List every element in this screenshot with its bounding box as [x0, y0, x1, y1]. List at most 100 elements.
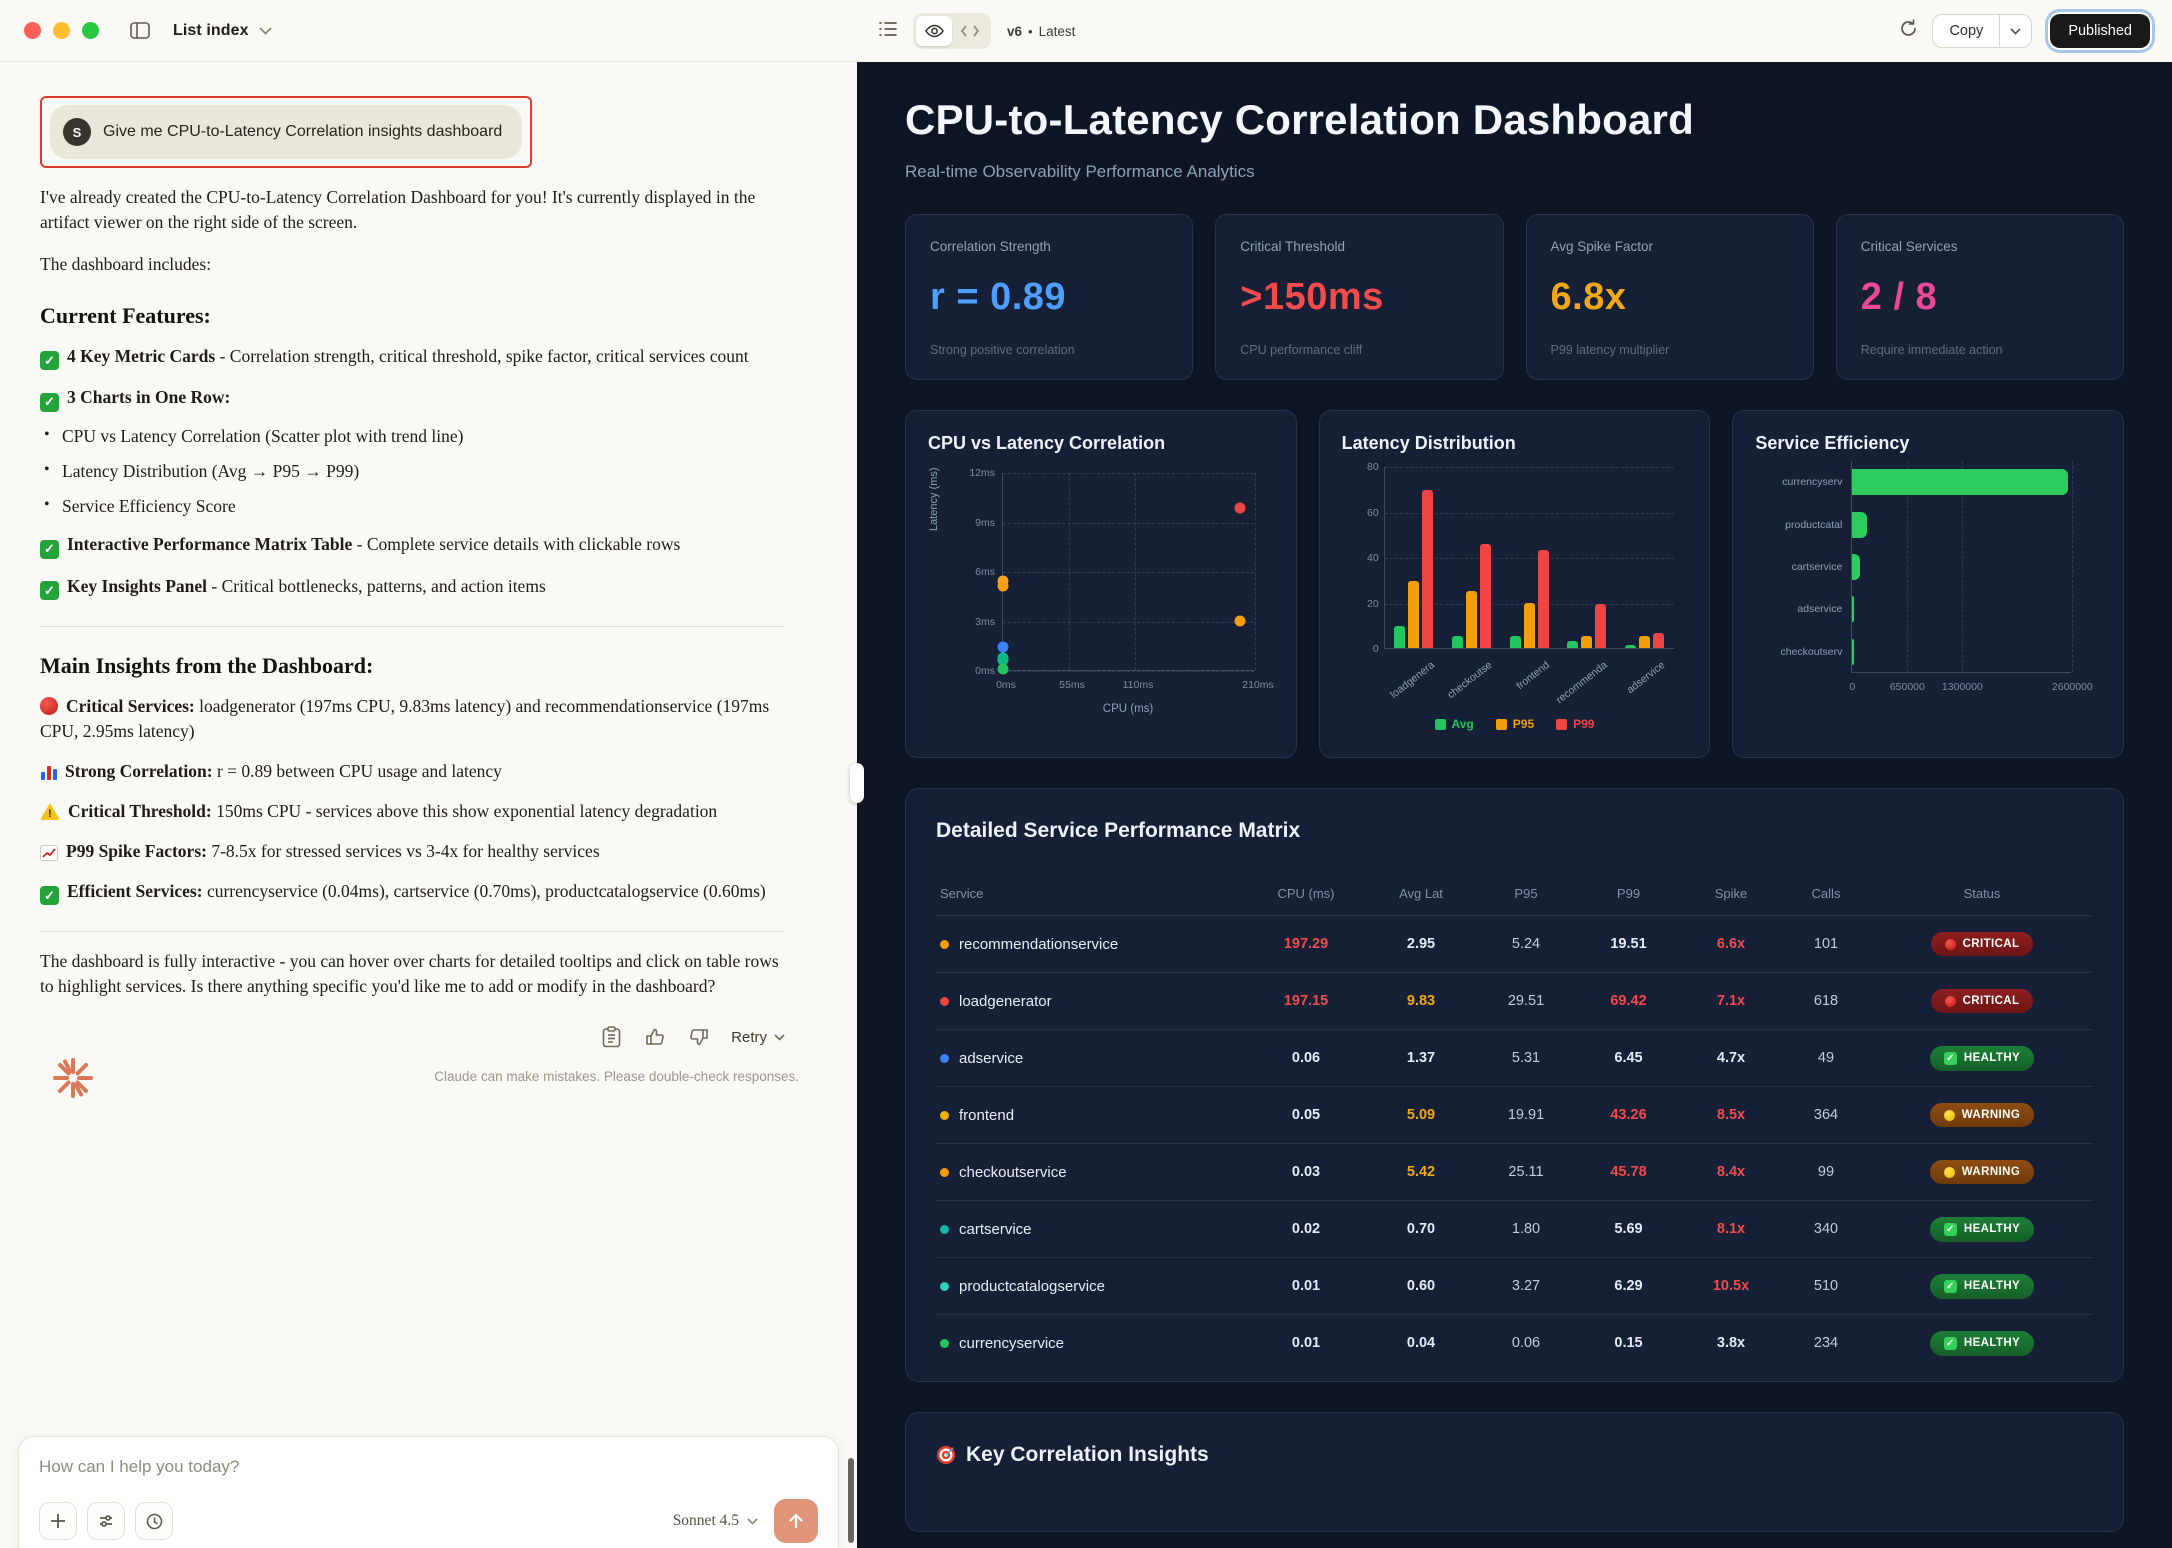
grouped-bar-plot: 0 20 40 60 80 loadgenera checkoutse frontend rec…: [1367, 461, 1674, 706]
history-button[interactable]: [135, 1502, 173, 1540]
close-window-button[interactable]: [24, 22, 41, 39]
bar-group-loadgenera[interactable]: loadgenera: [1388, 467, 1436, 701]
chat-input-card[interactable]: How can I help you today? Sonnet 4.5: [18, 1436, 839, 1548]
chart-title: Service Efficiency: [1755, 433, 1910, 453]
preview-toggle-button[interactable]: [916, 16, 952, 46]
metric-subtext: P99 latency multiplier: [1550, 343, 1670, 357]
retry-button[interactable]: Retry: [731, 1029, 785, 1046]
table-row-recommendationservice[interactable]: recommendationservice 197.29 2.95 5.24 19.51…: [936, 915, 2093, 972]
latency-distribution-card[interactable]: Latency Distribution 0 20 40 60 80 loadgenera…: [1318, 410, 1711, 758]
attach-button[interactable]: [39, 1502, 77, 1540]
bar-Avg[interactable]: [1394, 625, 1406, 648]
bar-P95[interactable]: [1581, 636, 1593, 648]
service-dot: [940, 1110, 949, 1120]
model-selector[interactable]: Sonnet 4.5: [673, 1512, 758, 1530]
assistant-paragraph: The dashboard includes:: [40, 253, 212, 274]
chevron-down-icon[interactable]: [259, 22, 272, 40]
table-row-productcatalogservice[interactable]: productcatalogservice 0.01 0.60 3.27 6.29 10.…: [936, 1257, 2093, 1314]
table-row-loadgenerator[interactable]: loadgenerator 197.15 9.83 29.51 69.42 7.1x 618…: [936, 972, 2093, 1029]
legend-item-Avg[interactable]: Avg: [1434, 717, 1474, 731]
zoom-window-button[interactable]: [82, 22, 99, 39]
artifact-list-icon[interactable]: [879, 21, 897, 42]
table-header-row: Service CPU (ms) Avg Lat P95 P99 Spike Calls St…: [936, 871, 2093, 915]
bar-group-checkoutse[interactable]: checkoutse: [1445, 467, 1494, 701]
hbar-cartservice[interactable]: [1852, 554, 1860, 580]
bar-Avg[interactable]: [1567, 641, 1579, 648]
pane-resize-handle[interactable]: [850, 763, 864, 803]
published-button[interactable]: Published: [2050, 14, 2150, 48]
hbar-row-cartservice[interactable]: [1852, 554, 2072, 580]
yellow-circle-icon: [1943, 1109, 1955, 1121]
thumbs-down-icon[interactable]: [687, 1025, 711, 1049]
metric-card[interactable]: Avg Spike Factor 6.8x P99 latency multipli…: [1525, 214, 1814, 380]
column-header: P95: [1514, 885, 1538, 901]
y-tick-label: 0: [1372, 643, 1379, 655]
tools-button[interactable]: [87, 1502, 125, 1540]
table-row-frontend[interactable]: frontend 0.05 5.09 19.91 43.26 8.5x 364 WARNING: [936, 1086, 2093, 1143]
thumbs-up-icon[interactable]: [643, 1025, 667, 1049]
minimize-window-button[interactable]: [53, 22, 70, 39]
scatter-point-loadgenerator[interactable]: [1234, 502, 1246, 514]
hbar-row-productcatal[interactable]: [1852, 511, 2072, 538]
legend-item-P95[interactable]: P95: [1495, 717, 1534, 731]
metric-card[interactable]: Correlation Strength r = 0.89 Strong posit…: [905, 214, 1194, 380]
legend-item-P99[interactable]: P99: [1556, 717, 1594, 731]
refresh-icon[interactable]: [1899, 19, 1918, 43]
scatter-point-adservice[interactable]: [997, 641, 1009, 653]
performance-table: Service CPU (ms) Avg Lat P95 P99 Spike Calls St…: [936, 871, 2093, 1371]
sidebar-toggle-icon[interactable]: [125, 16, 155, 46]
service-efficiency-card[interactable]: Service Efficiency 0 650000 1300000 2600000…: [1732, 410, 2125, 758]
feature-line: P99 Spike Factors: 7-8.5x for stressed s…: [40, 839, 780, 864]
conversation-title[interactable]: List index: [173, 21, 249, 39]
table-row-currencyservice[interactable]: currencyservice 0.01 0.04 0.06 0.15 3.8x 234 ✓ H…: [936, 1314, 2093, 1371]
bar-P99[interactable]: [1479, 543, 1491, 648]
bar-P95[interactable]: [1523, 602, 1535, 648]
code-toggle-button[interactable]: [952, 16, 988, 46]
send-button[interactable]: [774, 1499, 818, 1543]
bar-P95[interactable]: [1408, 580, 1420, 648]
hbar-adservice[interactable]: [1852, 596, 1855, 623]
scatter-point-frontend[interactable]: [997, 580, 1009, 592]
hbar-row-checkoutserv[interactable]: [1852, 638, 2072, 665]
hbar-checkoutserv[interactable]: [1852, 638, 1855, 665]
scatter-point-currencyservice[interactable]: [997, 663, 1009, 675]
bar-P99[interactable]: [1537, 549, 1549, 648]
bar-P99[interactable]: [1653, 633, 1665, 648]
scatter-point-productcatalogservice[interactable]: [997, 654, 1009, 666]
hbar-productcatal[interactable]: [1852, 511, 1867, 538]
metric-value: 6.8x: [1550, 276, 1627, 318]
copy-dropdown-button[interactable]: [1999, 15, 2031, 47]
hbar-row-adservice[interactable]: [1852, 596, 2072, 623]
scatter-chart-card[interactable]: CPU vs Latency Correlation Latency (ms) …: [905, 410, 1297, 758]
bar-P99[interactable]: [1595, 603, 1607, 648]
table-row-adservice[interactable]: adservice 0.06 1.37 5.31 6.45 4.7x 49 ✓ HEALTHY: [936, 1029, 2093, 1086]
chat-scrollbar[interactable]: [848, 1458, 854, 1543]
user-message-bubble[interactable]: S Give me CPU-to-Latency Correlation ins…: [50, 105, 523, 159]
hbar-currencyserv[interactable]: [1852, 469, 2069, 496]
metric-card[interactable]: Critical Threshold >150ms CPU performance …: [1215, 214, 1504, 380]
hbar-row-currencyserv[interactable]: [1852, 469, 2072, 496]
table-row-checkoutservice[interactable]: checkoutservice 0.03 5.42 25.11 45.78 8.4x 99 W…: [936, 1143, 2093, 1200]
service-name-cell: adservice: [936, 1050, 1246, 1067]
scatter-point-recommendationservice[interactable]: [1234, 615, 1246, 627]
copy-response-icon[interactable]: [599, 1025, 623, 1049]
table-row-cartservice[interactable]: cartservice 0.02 0.70 1.80 5.69 8.1x 340 ✓ HEALT…: [936, 1200, 2093, 1257]
feature-line: Critical Services: loadgenerator (197ms …: [40, 696, 770, 742]
bar-group-recommenda[interactable]: recommenda: [1554, 467, 1610, 706]
bar-P99[interactable]: [1422, 490, 1434, 648]
copy-button[interactable]: Copy: [1949, 23, 1984, 39]
bar-Avg[interactable]: [1509, 636, 1521, 648]
bar-group-frontend[interactable]: frontend: [1509, 467, 1552, 692]
bar-P95[interactable]: [1639, 635, 1651, 648]
bar-Avg[interactable]: [1625, 644, 1637, 648]
version-label[interactable]: v6: [1007, 23, 1023, 39]
legend-swatch: [1495, 718, 1507, 730]
y-category-label: currencyserv: [1782, 476, 1843, 489]
y-tick-label: 9ms: [975, 516, 995, 529]
metric-card[interactable]: Critical Services 2 / 8 Require immediate …: [1835, 214, 2124, 380]
p99-cell: 19.51: [1610, 936, 1647, 952]
bar-P95[interactable]: [1465, 590, 1477, 648]
bar-group-adservice[interactable]: adservice: [1625, 467, 1668, 696]
chat-input[interactable]: How can I help you today?: [39, 1457, 240, 1476]
bar-Avg[interactable]: [1451, 635, 1463, 648]
